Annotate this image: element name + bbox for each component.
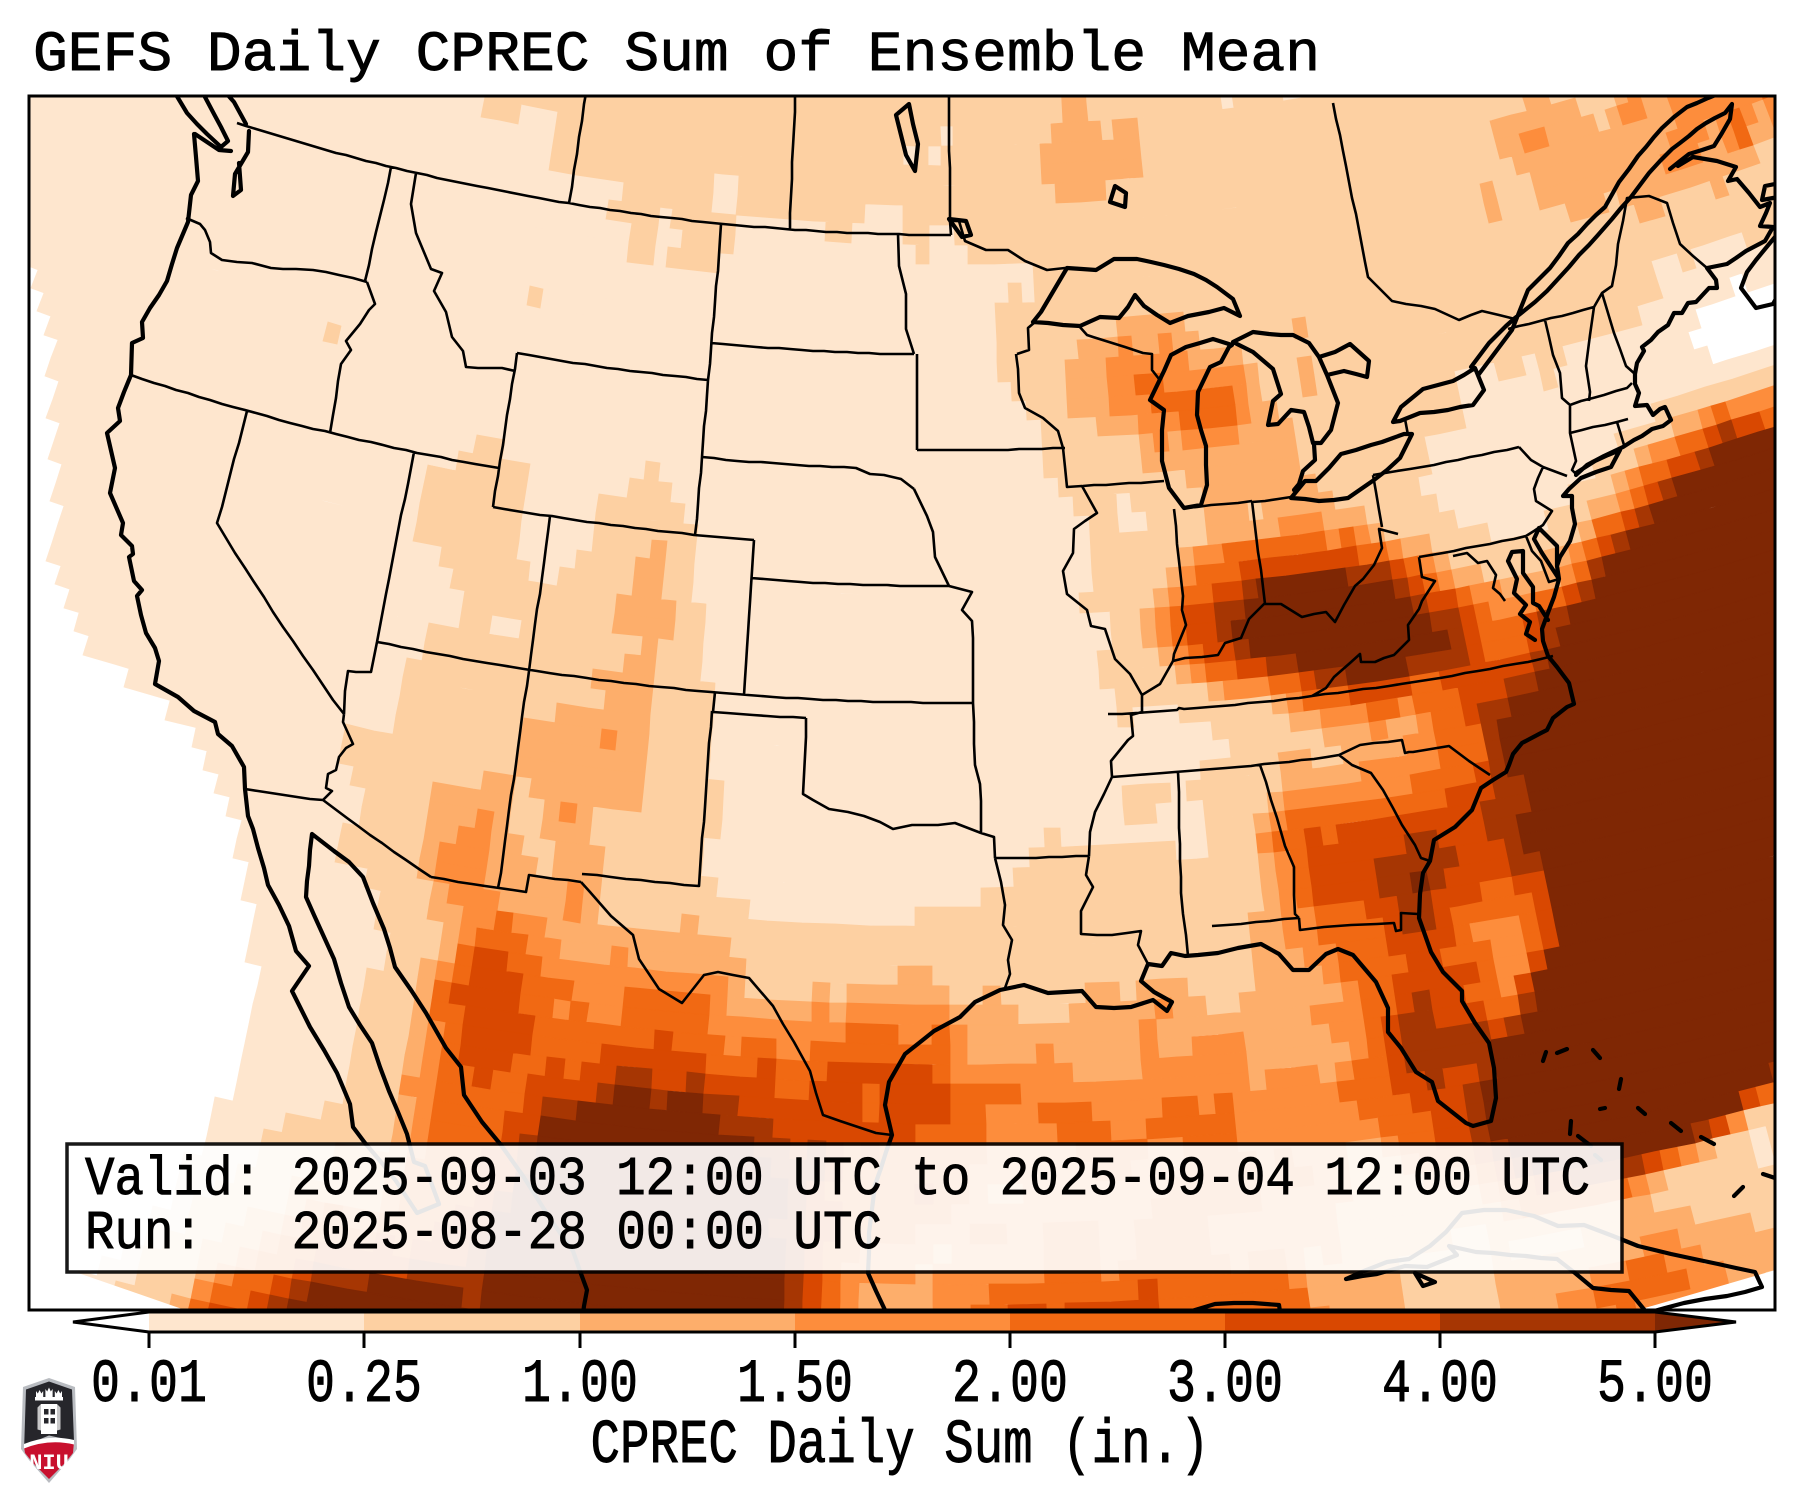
svg-text:GEFS Daily CPREC Sum of Ensemb: GEFS Daily CPREC Sum of Ensemble Mean <box>33 24 1320 88</box>
svg-text:NIU: NIU <box>29 1451 69 1476</box>
svg-text:4.00: 4.00 <box>1382 1351 1498 1420</box>
svg-text:0.25: 0.25 <box>306 1351 422 1420</box>
svg-text:Run: 2025-08-28 00:00 UTC: Run: 2025-08-28 00:00 UTC <box>85 1202 882 1265</box>
svg-text:3.00: 3.00 <box>1167 1351 1283 1420</box>
svg-text:Valid: 2025-09-03 12:00 UTC to: Valid: 2025-09-03 12:00 UTC to 2025-09-0… <box>85 1148 1590 1211</box>
svg-text:1.50: 1.50 <box>737 1351 853 1420</box>
svg-text:CPREC Daily Sum (in.): CPREC Daily Sum (in.) <box>591 1410 1210 1481</box>
svg-text:0.01: 0.01 <box>91 1351 207 1420</box>
svg-text:2.00: 2.00 <box>952 1351 1068 1420</box>
svg-text:1.00: 1.00 <box>522 1351 638 1420</box>
svg-text:5.00: 5.00 <box>1597 1351 1713 1420</box>
